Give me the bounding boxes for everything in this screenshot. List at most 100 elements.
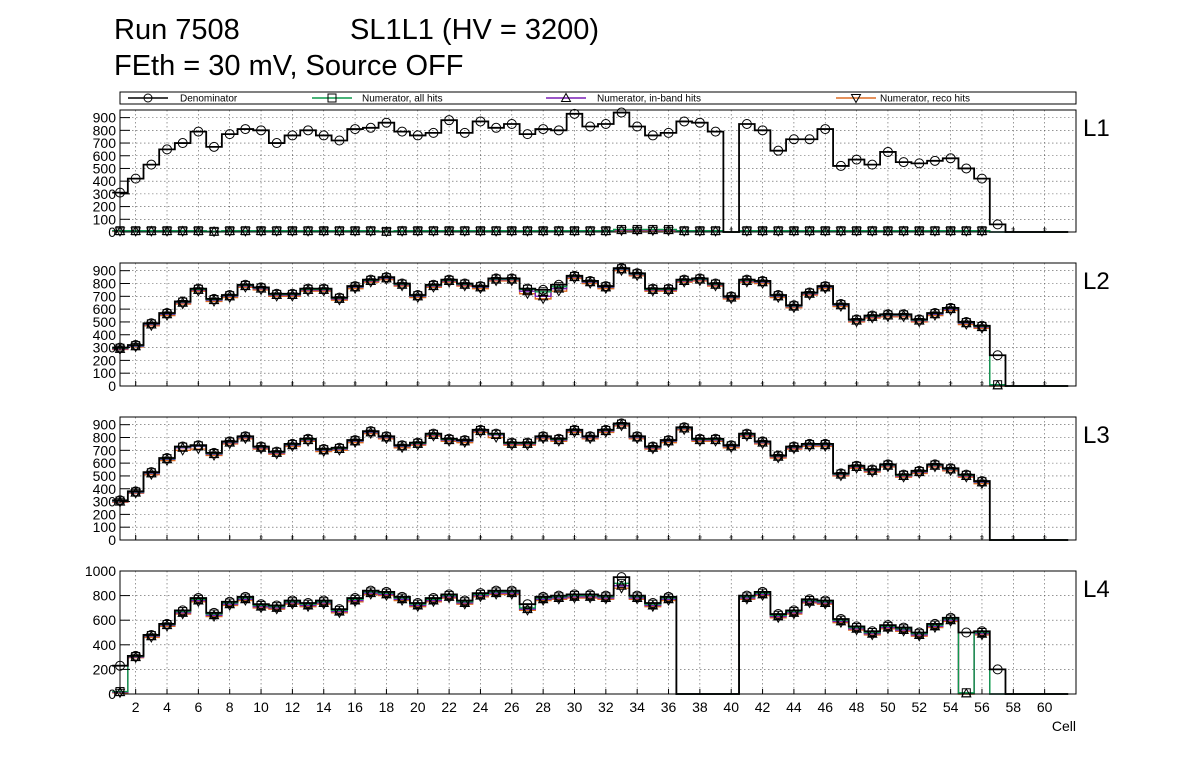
x-tick-label: 24	[473, 699, 489, 715]
data-point	[475, 284, 486, 295]
data-point	[584, 276, 596, 287]
x-tick-label: 26	[510, 536, 514, 540]
data-point	[631, 592, 643, 603]
data-point	[757, 588, 768, 599]
data-point	[819, 442, 831, 452]
data-point	[616, 224, 627, 235]
y-tick-label: 100	[93, 211, 117, 227]
series-markers-numerator-reco	[114, 421, 988, 508]
data-point	[913, 469, 925, 479]
data-point	[365, 225, 377, 235]
data-point	[428, 127, 439, 138]
x-tick-label: 26	[510, 382, 514, 386]
data-point	[412, 225, 424, 235]
data-point	[130, 653, 142, 664]
data-point	[287, 439, 298, 450]
data-point	[490, 590, 502, 600]
data-point	[522, 441, 533, 451]
data-point	[459, 438, 471, 449]
data-point	[819, 439, 831, 450]
x-tick-label: 58	[1011, 382, 1015, 386]
x-tick-label: 36	[667, 228, 671, 232]
data-point	[835, 618, 847, 629]
data-point	[240, 434, 251, 445]
x-tick-label: 54	[949, 536, 953, 540]
data-point	[443, 275, 455, 285]
data-point	[600, 428, 612, 438]
data-point	[725, 440, 737, 451]
x-tick-label: 46	[823, 382, 827, 386]
data-point	[381, 117, 392, 128]
data-point	[459, 127, 470, 138]
x-tick-label: 32	[604, 382, 608, 386]
legend-entry-numerator-inband: Numerator, in-band hits	[546, 92, 701, 105]
legend-entry-denominator: Denominator	[128, 93, 238, 105]
data-point	[365, 590, 377, 600]
data-point	[913, 225, 925, 235]
x-tick-label: 42	[761, 536, 765, 540]
x-tick-label: 12	[290, 228, 294, 232]
data-point	[397, 126, 408, 137]
data-point	[913, 632, 925, 642]
data-point	[240, 283, 251, 293]
y-tick-label: 800	[93, 122, 117, 138]
data-point	[412, 441, 424, 451]
x-tick-label: 24	[479, 228, 483, 232]
conditions-title: FEth = 30 mV, Source OFF	[114, 50, 464, 82]
x-tick-label: 60	[1037, 699, 1053, 715]
x-tick-label: 34	[635, 536, 639, 540]
data-point	[459, 435, 471, 446]
data-point	[678, 225, 690, 235]
data-point	[161, 453, 173, 464]
data-point	[600, 592, 612, 603]
data-point	[976, 476, 988, 487]
data-point	[960, 320, 972, 331]
data-point	[945, 306, 956, 316]
data-point	[741, 118, 752, 129]
data-point	[569, 108, 580, 119]
chamber-title: SL1L1 (HV = 3200)	[350, 14, 600, 46]
data-point	[819, 284, 831, 295]
data-point	[537, 596, 549, 607]
x-tick-label: 22	[447, 382, 451, 386]
data-point	[240, 225, 251, 235]
data-point	[255, 442, 267, 452]
x-tick-label: 16	[353, 228, 357, 232]
x-tick-label: 16	[347, 699, 363, 715]
data-point	[788, 225, 800, 235]
data-point	[772, 454, 784, 464]
data-point	[381, 588, 392, 599]
series-markers-numerator-reco	[114, 584, 988, 699]
data-point	[177, 610, 189, 620]
x-tick-label: 28	[541, 382, 545, 386]
data-point	[929, 308, 941, 319]
data-point	[898, 470, 909, 480]
x-tick-label: 26	[504, 699, 520, 715]
x-tick-label: 48	[849, 699, 865, 715]
data-point	[757, 279, 768, 290]
y-tick-label: 200	[93, 352, 117, 368]
data-point	[788, 442, 800, 452]
data-point	[553, 225, 565, 235]
data-point	[961, 163, 972, 174]
y-tick-label: 700	[93, 288, 117, 304]
data-point	[255, 445, 267, 455]
data-point	[788, 301, 800, 311]
data-point	[537, 225, 549, 235]
data-point	[271, 225, 283, 235]
x-tick-label: 38	[698, 382, 702, 386]
x-tick-label: 44	[792, 382, 796, 386]
data-point	[600, 284, 612, 295]
x-tick-label: 8	[229, 536, 231, 540]
y-tick-label: 500	[93, 314, 117, 330]
plot-frame	[119, 109, 1077, 233]
run-title: Run 7508	[114, 14, 240, 46]
series-markers-numerator-inband	[114, 263, 1003, 390]
data-point	[396, 596, 408, 607]
data-point	[302, 599, 314, 610]
data-point	[804, 442, 815, 452]
data-point	[647, 224, 659, 235]
data-point	[396, 225, 408, 235]
data-point	[788, 445, 800, 455]
data-point	[992, 219, 1003, 230]
